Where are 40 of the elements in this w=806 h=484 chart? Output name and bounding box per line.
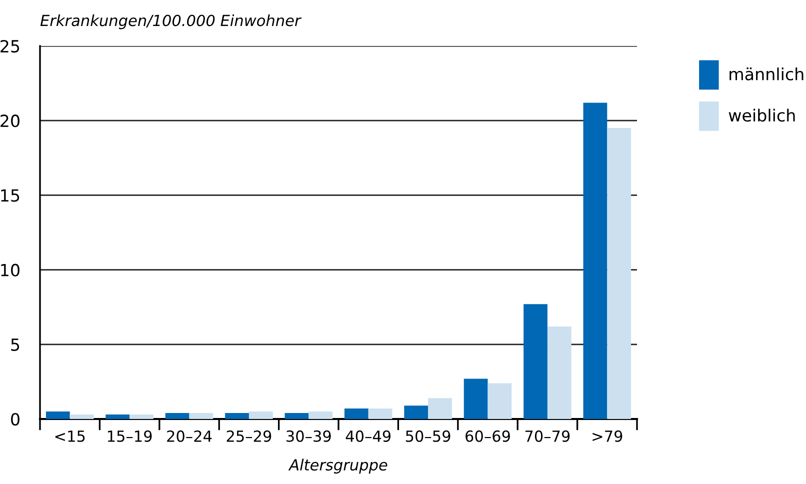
x-tick-label: 50–59 — [406, 430, 450, 442]
bar — [524, 304, 548, 419]
y-tick-label: 5 — [11, 338, 20, 351]
x-tick-label: 70–79 — [525, 430, 570, 442]
bar — [488, 383, 512, 419]
bar — [583, 102, 608, 419]
bar — [547, 326, 572, 419]
bar — [130, 414, 154, 419]
y-axis-title: Erkrankungen/100.000 Einwohner — [40, 14, 302, 30]
y-tick-label: 0 — [11, 412, 20, 426]
y-tick-label: 25 — [0, 40, 20, 53]
bar — [464, 378, 488, 419]
bar — [428, 398, 452, 419]
bar — [70, 414, 94, 419]
bar — [368, 408, 392, 419]
x-tick-label: <15 — [55, 430, 85, 442]
y-tick-label: 10 — [1, 264, 20, 276]
bar — [308, 412, 333, 419]
bar — [46, 412, 70, 419]
x-tick-label: 60–69 — [466, 430, 510, 442]
legend-label: weiblich — [728, 108, 795, 122]
x-tick-label: 15–19 — [108, 430, 152, 442]
bar — [248, 412, 273, 419]
bar — [607, 128, 632, 419]
x-tick-label: 25–29 — [226, 430, 272, 442]
bar — [165, 413, 190, 419]
bar — [189, 413, 214, 419]
x-tick-label: 30–39 — [286, 430, 331, 442]
y-tick-label: 15 — [1, 189, 20, 202]
bar — [225, 413, 249, 419]
bar — [106, 414, 130, 419]
x-tick-label: >79 — [592, 430, 622, 442]
bar — [344, 408, 368, 419]
y-tick-label: 20 — [0, 114, 20, 128]
x-tick-label: 40–49 — [346, 430, 391, 442]
legend-label: männlich — [730, 68, 804, 80]
bar — [404, 406, 428, 419]
bar — [284, 413, 309, 419]
x-axis-title: Altersgruppe — [288, 458, 388, 474]
x-tick-label: 20–24 — [167, 430, 212, 442]
